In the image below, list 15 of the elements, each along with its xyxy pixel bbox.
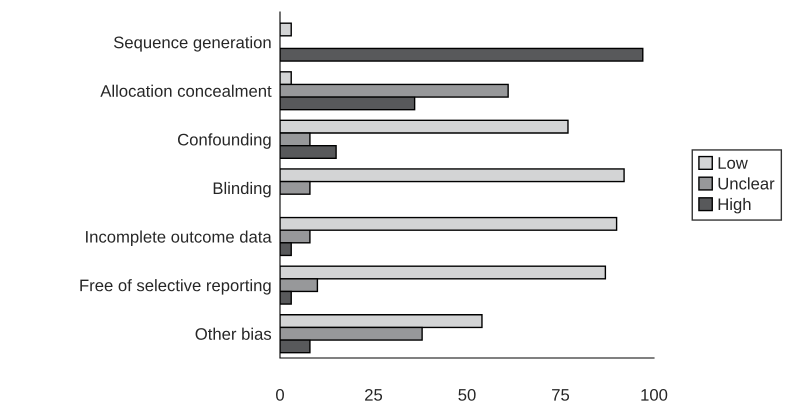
y-tick-label: Allocation concealment [100, 84, 272, 97]
legend-label: Unclear [718, 177, 774, 190]
legend-label: High [718, 198, 750, 214]
x-tick-label: 50 [458, 388, 476, 401]
y-tick-label: Confounding [178, 133, 271, 149]
y-tick-label: Free of selective reporting [80, 279, 271, 295]
y-tick-label: Blinding [214, 182, 271, 198]
y-tick-label: Other bias [196, 328, 272, 340]
x-tick-label: 100 [641, 388, 668, 401]
x-tick-label: 75 [552, 389, 570, 401]
legend-label: Low [718, 157, 748, 169]
x-tick-label: 25 [365, 388, 382, 401]
y-tick-label: Incomplete outcome data [86, 230, 272, 246]
x-tick-label: 0 [276, 388, 284, 401]
y-tick-label: Sequence generation [114, 36, 271, 52]
